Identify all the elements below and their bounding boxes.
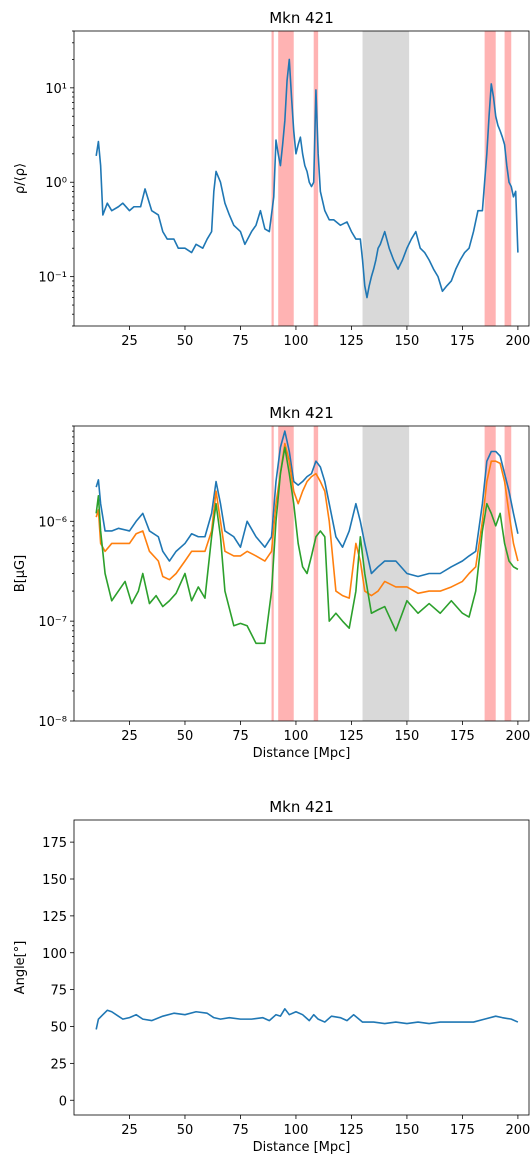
plot-frame xyxy=(73,30,530,327)
series-line-1 xyxy=(95,442,519,599)
y-tick-label: 75 xyxy=(50,984,67,999)
shaded-region-4 xyxy=(484,31,496,326)
x-tick-label: 50 xyxy=(177,334,194,349)
y-tick-label: 25 xyxy=(50,1057,67,1072)
x-axis-label: Distance [Mpc] xyxy=(253,746,351,761)
chart-title: Mkn 421 xyxy=(269,9,334,27)
x-tick-label: 150 xyxy=(395,334,420,349)
x-tick-label: 25 xyxy=(121,334,138,349)
y-axis-label: ρ/⟨ρ⟩ xyxy=(13,163,28,194)
x-tick-label: 75 xyxy=(232,1123,249,1138)
y-tick-label: 10¹ xyxy=(45,82,67,97)
x-tick-label: 100 xyxy=(284,334,309,349)
x-tick-label: 200 xyxy=(505,729,530,744)
y-tick-label: 10⁻⁷ xyxy=(38,615,67,630)
x-tick-label: 125 xyxy=(339,729,364,744)
shaded-region-5 xyxy=(504,426,512,721)
x-tick-label: 50 xyxy=(177,729,194,744)
shaded-region-2 xyxy=(313,31,319,326)
shaded-region-1 xyxy=(278,426,294,721)
x-tick-label: 175 xyxy=(450,729,475,744)
x-tick-label: 25 xyxy=(121,729,138,744)
shaded-region-2 xyxy=(313,426,319,721)
y-axis-label: B[μG] xyxy=(13,555,28,592)
y-tick-label: 10⁻⁸ xyxy=(38,715,67,730)
x-tick-label: 75 xyxy=(232,729,249,744)
x-tick-label: 150 xyxy=(395,729,420,744)
y-tick-label: 125 xyxy=(42,910,67,925)
y-tick-label: 10⁰ xyxy=(45,176,67,191)
x-tick-label: 100 xyxy=(284,729,309,744)
chart-title: Mkn 421 xyxy=(269,404,334,422)
magnetic-field-panel: 25 50 75 100 125 150 175 200 10⁻⁸ 10⁻⁷ 10⁻⁶ Mkn 421… xyxy=(13,404,530,761)
series-line-0 xyxy=(95,58,519,299)
x-tick-label: 50 xyxy=(177,1123,194,1138)
x-tick-label: 125 xyxy=(339,1123,364,1138)
y-tick-label: 10⁻⁶ xyxy=(38,515,67,530)
shaded-region-4 xyxy=(484,426,496,721)
x-tick-label: 175 xyxy=(450,1123,475,1138)
series-line-0 xyxy=(95,1007,519,1030)
y-tick-label: 100 xyxy=(42,947,67,962)
y-tick-label: 10⁻¹ xyxy=(38,271,67,286)
y-tick-label: 0 xyxy=(59,1094,67,1109)
x-tick-label: 175 xyxy=(450,334,475,349)
y-tick-label: 50 xyxy=(50,1021,67,1036)
y-axis-label: Angle[°] xyxy=(13,941,28,995)
x-tick-label: 25 xyxy=(121,1123,138,1138)
density-panel: 25 50 75 100 125 150 175 200 10⁻¹ 10⁰ 10¹ Mkn 421 ρ/… xyxy=(13,9,530,349)
shaded-region-3 xyxy=(362,426,410,721)
shaded-region-0 xyxy=(271,31,274,326)
chart-title: Mkn 421 xyxy=(269,798,334,816)
series-line-2 xyxy=(95,446,519,645)
series-line-0 xyxy=(95,430,519,578)
y-tick-label: 150 xyxy=(42,873,67,888)
shaded-region-1 xyxy=(278,31,294,326)
y-tick-label: 175 xyxy=(42,836,67,851)
shaded-region-3 xyxy=(362,31,410,326)
x-tick-label: 200 xyxy=(505,334,530,349)
x-tick-label: 125 xyxy=(339,334,364,349)
x-tick-label: 75 xyxy=(232,334,249,349)
angle-panel: 25 50 75 100 125 150 175 200 0 25 50 75 100 125 150 175… xyxy=(13,798,530,1155)
x-axis-label: Distance [Mpc] xyxy=(253,1140,351,1155)
plot-frame xyxy=(73,819,530,1116)
x-tick-label: 150 xyxy=(395,1123,420,1138)
x-tick-label: 100 xyxy=(284,1123,309,1138)
x-tick-label: 200 xyxy=(505,1123,530,1138)
